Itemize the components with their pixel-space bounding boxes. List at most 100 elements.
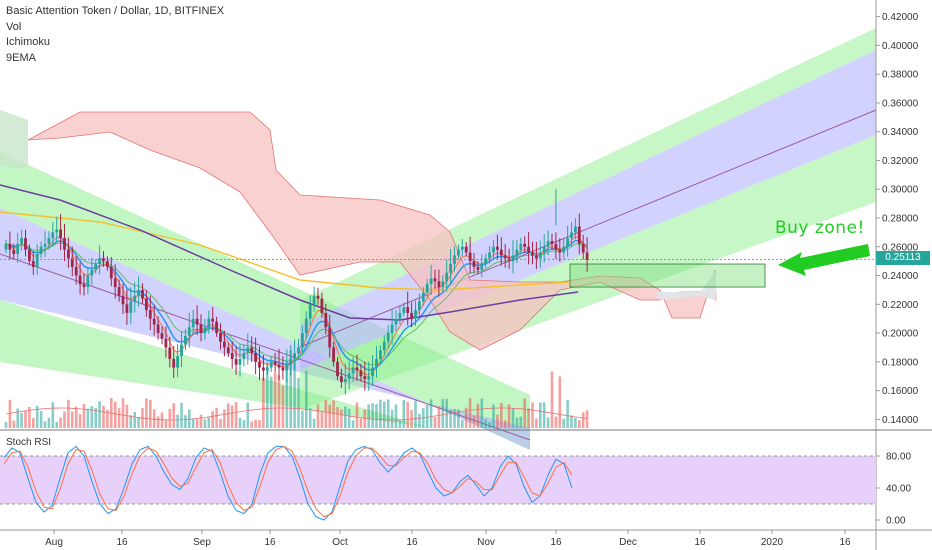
candle-down [550,241,554,244]
volume-bar [359,418,363,428]
candle-down [230,353,234,359]
candle-down [12,249,16,254]
candle-up [47,238,51,244]
candle-down [468,252,472,262]
volume-bar [531,402,534,428]
volume-bar [164,420,168,428]
volume-bar [379,399,382,428]
volume-bar [277,375,281,428]
symbol-title[interactable]: Basic Attention Token / Dollar, 1D, BITF… [6,5,225,17]
volume-bar [429,399,433,428]
candle-down [464,246,468,253]
volume-bar [480,398,484,428]
candle-up [382,341,386,351]
volume-bar [535,418,538,428]
candle-down [234,358,238,365]
base-line [5,242,588,366]
candle-down [410,312,413,319]
volume-bar [578,420,581,428]
candle-down [63,238,66,250]
candle-up [238,358,242,365]
x-tick-label: 16 [550,537,562,548]
candle-up [293,353,296,359]
indicator-9ema[interactable]: 9EMA [6,51,36,64]
y-tick-label: 0.28000 [882,214,919,225]
kumo-green-cloud [0,110,28,170]
volume-bar [464,407,468,428]
volume-bar [12,420,16,428]
candle-down [109,266,113,279]
candle-down [211,318,215,322]
volume-bar [223,409,226,428]
candle-up [390,324,394,334]
volume-bar [492,404,495,428]
volume-bar [472,415,476,428]
volume-bar [542,402,546,428]
volume-bar [55,421,58,428]
stoch-d-line [3,445,573,518]
volume-bar [188,409,191,428]
volume-bar [562,418,565,428]
candle-down [558,249,562,253]
volume-bar [20,413,23,428]
volume-bar [546,417,550,428]
volume-bar [336,407,339,428]
volume-bar [398,420,402,428]
candle-up [460,246,464,250]
volume-bar [250,421,253,428]
volume-bar [581,412,585,428]
volume-bar [340,409,343,428]
volume-bar [86,408,90,428]
volume-bar [457,409,460,428]
volume-bar [254,419,257,428]
indicator-ichimoku[interactable]: Ichimoku [6,36,51,48]
candle-down [8,243,12,250]
volume-bar [293,362,296,428]
buy-zone-annotation[interactable]: Buy zone! [775,218,865,238]
candle-down [152,318,156,325]
volume-bar [262,377,265,428]
candle-up [203,327,207,334]
candlesticks [4,189,589,395]
stoch-k-line [3,445,573,521]
volume-bar [347,408,351,428]
arrow-icon [778,244,870,276]
buy-zone-rect [569,263,766,288]
candle-up [488,252,491,259]
stoch-rsi-label[interactable]: Stoch RSI [6,437,52,448]
candle-up [289,358,293,365]
candle-down [125,304,129,313]
candle-up [394,318,398,325]
volume-bar [585,410,589,428]
volume-bar [28,406,31,428]
candle-up [480,264,484,270]
ema-yellow-line [0,211,571,291]
candle-up [187,327,191,336]
candle-down [28,249,31,262]
volume-bar [230,405,234,428]
candle-down [585,252,589,260]
volume-bars [4,350,589,428]
candle-down [433,278,437,282]
volume-bar [558,376,562,428]
volume-bar [375,403,378,428]
candle-up [441,281,445,288]
candle-up [4,243,8,250]
candle-down [70,258,74,267]
candle-down [145,298,148,311]
volume-bar [441,399,445,428]
ichimoku-cloud [0,110,717,351]
indicator-vol[interactable]: Vol [6,20,22,33]
candle-down [472,261,476,267]
volume-bar [98,401,101,428]
volume-bar [351,420,355,428]
volume-bar [371,403,374,428]
rsi-y-tick-label: 80.00 [886,452,911,463]
candle-down [262,367,265,371]
candle-up [304,318,308,334]
candle-down [476,266,480,270]
price-axis: 0.42000 0.40000 0.38000 0.36000 0.34000 0.320… [876,12,919,426]
candle-up [519,243,523,250]
candle-down [554,243,558,250]
